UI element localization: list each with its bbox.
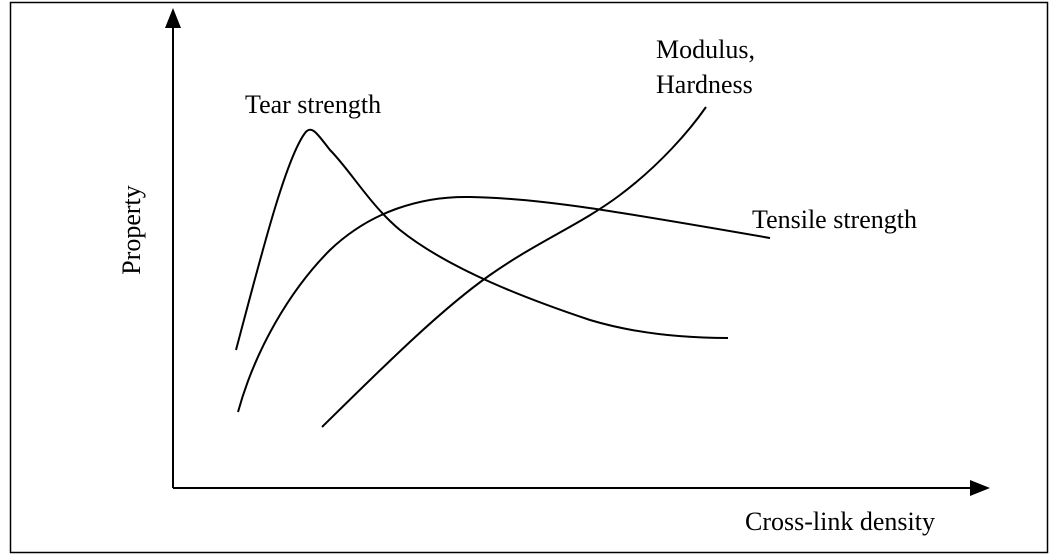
x-axis-label: Cross-link density xyxy=(745,507,935,536)
tensile-strength-label: Tensile strength xyxy=(752,205,917,234)
y-axis-label: Property xyxy=(117,185,146,275)
hardness-label: Hardness xyxy=(656,70,753,99)
tensile-strength-curve xyxy=(237,195,771,413)
modulus-label: Modulus, xyxy=(656,35,755,64)
frame xyxy=(9,1,1049,554)
y-axis-arrow xyxy=(165,8,181,28)
tear-strength-curve xyxy=(235,128,729,351)
tear-strength-label: Tear strength xyxy=(245,90,381,119)
modulus-hardness-curve xyxy=(321,106,707,428)
x-axis-arrow xyxy=(970,480,990,496)
